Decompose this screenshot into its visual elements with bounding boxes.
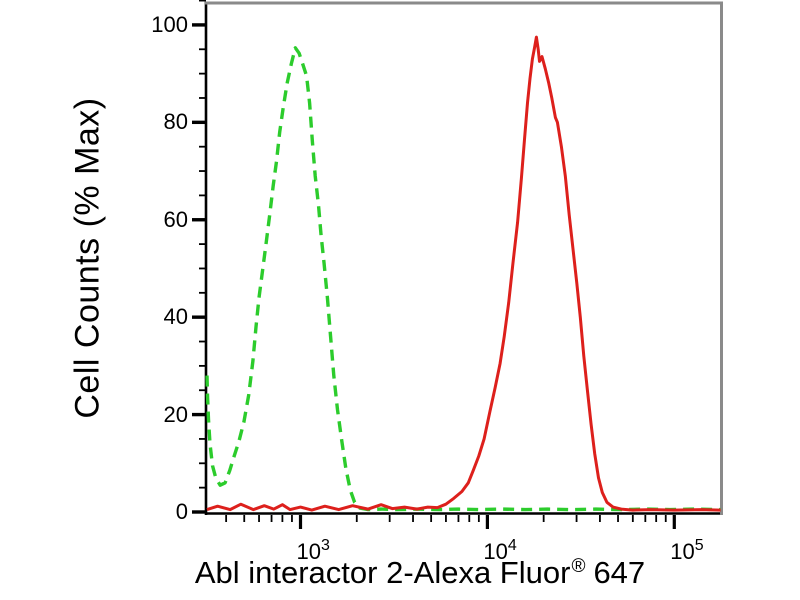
y-tick-label-40: 40: [163, 304, 188, 330]
x-tick-label-1e3: 103: [297, 535, 330, 563]
x-axis-title-main: Abl interactor 2-Alexa Fluor: [194, 555, 571, 590]
y-tick-label-60: 60: [163, 206, 188, 232]
y-axis-title: Cell Counts (% Max): [68, 97, 107, 419]
y-tick-label-100: 100: [151, 11, 188, 37]
control-curve-green-dashed: [205, 46, 721, 512]
x-tick-label-1e4: 104: [483, 535, 516, 563]
stained-curve-red-solid: [206, 35, 721, 512]
x-tick-label-1e5: 105: [670, 535, 703, 563]
registered-trademark-symbol: ®: [571, 556, 586, 577]
x-tick-exponent: 5: [694, 537, 704, 554]
x-tick-exponent: 4: [507, 537, 517, 554]
y-tick-label-0: 0: [175, 499, 188, 524]
x-axis-title-suffix: 647: [593, 555, 646, 590]
x-tick-base: 10: [670, 539, 695, 564]
y-tick-label-80: 80: [163, 109, 188, 135]
y-tick-label-20: 20: [163, 401, 188, 427]
x-tick-base: 10: [483, 539, 508, 564]
x-tick-base: 10: [296, 539, 321, 564]
x-tick-exponent: 3: [320, 537, 330, 554]
x-axis-title: Abl interactor 2-Alexa Fluor® 647: [60, 555, 780, 591]
